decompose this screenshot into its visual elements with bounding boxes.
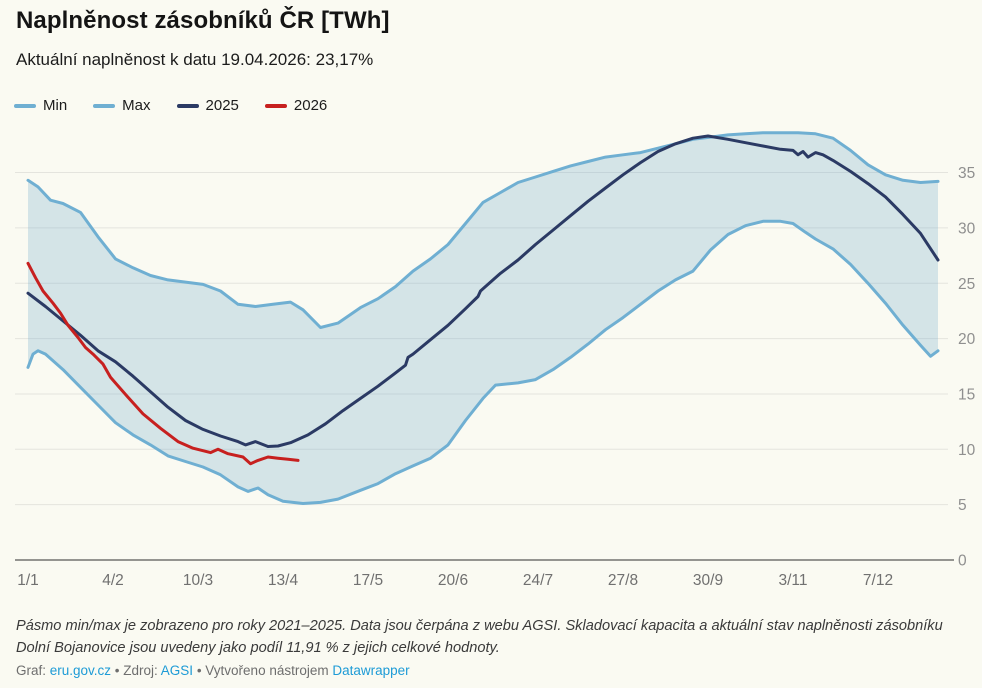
line-max	[26, 131, 940, 329]
chart-svg[interactable]: 0 5 10 15 20 25 30 35 1/1 4/2 10/3 13/4 17/5 20/6 24/7…	[0, 125, 982, 605]
chart-subtitle: Aktuální naplněnost k datu 19.04.2026: 2…	[16, 50, 374, 69]
svg-text:10: 10	[958, 442, 976, 459]
y-axis-labels: 0 5 10 15 20 25 30 35	[958, 165, 976, 569]
minmax-band	[28, 132, 938, 504]
svg-text:0: 0	[958, 553, 967, 570]
x-axis-labels: 1/1 4/2 10/3 13/4 17/5 20/6 24/7 27/8 30/9 3/11 7/…	[17, 572, 893, 589]
svg-text:25: 25	[958, 276, 975, 293]
svg-text:30: 30	[958, 220, 976, 237]
legend-label: Max	[122, 97, 151, 114]
legend-label: 2025	[205, 97, 239, 114]
svg-text:15: 15	[958, 386, 975, 403]
svg-text:1/1: 1/1	[17, 572, 39, 589]
legend-item-2025: 2025	[176, 97, 239, 114]
svg-text:20: 20	[958, 331, 976, 348]
svg-text:3/11: 3/11	[778, 572, 807, 589]
svg-text:10/3: 10/3	[183, 572, 213, 589]
svg-text:20/6: 20/6	[438, 572, 468, 589]
legend-swatch	[14, 103, 36, 108]
legend-item-max: Max	[93, 97, 151, 114]
chart-title: Naplněnost zásobníků ČR [TWh]	[16, 7, 390, 34]
svg-text:5: 5	[958, 497, 967, 514]
svg-text:30/9: 30/9	[693, 572, 723, 589]
svg-text:27/8: 27/8	[608, 572, 638, 589]
legend-swatch	[176, 103, 199, 108]
svg-text:24/7: 24/7	[523, 572, 553, 589]
credit-text: • Zdroj:	[111, 663, 161, 678]
credit-link-datawrapper[interactable]: Datawrapper	[332, 663, 410, 678]
legend-swatch	[264, 103, 287, 108]
legend-swatch	[93, 103, 116, 108]
svg-text:7/12: 7/12	[863, 572, 893, 589]
credit-link-eru[interactable]: eru.gov.cz	[49, 663, 112, 678]
line-2026	[26, 261, 300, 466]
svg-text:4/2: 4/2	[102, 572, 124, 589]
legend-label: 2026	[293, 97, 328, 114]
legend-item-2026: 2026	[264, 97, 328, 114]
credit-text: • Vytvořeno nástrojem	[193, 663, 333, 678]
line-2025	[26, 134, 940, 448]
line-min	[26, 219, 940, 505]
svg-text:35: 35	[958, 165, 975, 182]
credit-text: Graf:	[16, 663, 50, 678]
svg-text:17/5: 17/5	[353, 572, 383, 589]
svg-text:13/4: 13/4	[268, 572, 299, 589]
chart-notes: Pásmo min/max je zobrazeno pro roky 2021…	[16, 618, 943, 656]
legend: Min Max 2025 2026	[14, 97, 327, 114]
legend-label: Min	[43, 97, 68, 114]
legend-item-min: Min	[14, 97, 67, 114]
y-gridlines	[15, 172, 948, 506]
credit-link-agsi[interactable]: AGSI	[160, 663, 194, 678]
credit-line: Graf: eru.gov.cz • Zdroj: AGSI • Vytvoře…	[16, 663, 410, 678]
